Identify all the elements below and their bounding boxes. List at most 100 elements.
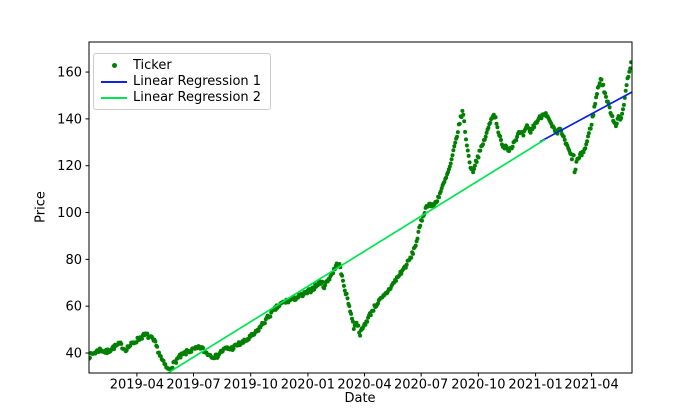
scatter-point: [340, 273, 345, 278]
scatter-point: [435, 199, 440, 204]
x-tick-label: 2019-10: [224, 378, 278, 393]
scatter-point: [562, 137, 567, 142]
scatter-point: [474, 160, 479, 164]
scatter-point: [455, 134, 459, 139]
scatter-point: [231, 346, 236, 351]
scatter-point: [569, 157, 574, 162]
scatter-point: [416, 229, 421, 234]
scatter-point: [438, 189, 443, 194]
y-tick-label: 160: [57, 66, 82, 81]
scatter-point: [461, 112, 466, 117]
legend-item: Linear Regression 1: [101, 74, 261, 89]
scatter-point: [437, 195, 441, 200]
scatter-point: [442, 179, 447, 184]
scatter-point: [478, 148, 483, 153]
scatter-point: [89, 355, 92, 360]
scatter-point: [449, 157, 454, 162]
scatter-point: [413, 243, 418, 248]
legend-line-marker-icon: [101, 80, 127, 83]
scatter-point: [153, 339, 158, 344]
scatter-point: [358, 333, 363, 338]
scatter-point: [472, 163, 477, 168]
scatter-point: [621, 102, 626, 107]
regression-line: [539, 91, 632, 143]
scatter-point: [320, 279, 325, 284]
scatter-point: [447, 164, 452, 169]
scatter-point: [628, 66, 632, 71]
x-tick-label: 2020-07: [394, 378, 448, 393]
scatter-point: [584, 142, 589, 147]
x-tick-label: 2019-04: [110, 378, 164, 393]
scatter-point: [515, 134, 520, 139]
scatter-point: [418, 223, 423, 228]
scatter-point: [589, 122, 594, 127]
scatter-point: [620, 111, 625, 116]
scatter-point: [337, 262, 342, 266]
scatter-point: [457, 121, 462, 126]
scatter-point: [161, 358, 166, 363]
legend-item: Linear Regression 2: [101, 90, 261, 105]
scatter-point: [607, 105, 612, 110]
scatter-point: [256, 328, 261, 333]
scatter-point: [629, 60, 632, 65]
scatter-point: [571, 153, 576, 158]
scatter-point: [371, 308, 376, 313]
scatter-point: [341, 283, 346, 288]
scatter-point: [466, 153, 471, 158]
scatter-point: [344, 291, 349, 296]
y-tick-label: 100: [57, 206, 82, 221]
line-icon: [101, 80, 127, 83]
scatter-point: [368, 313, 373, 318]
scatter-point: [510, 144, 515, 149]
scatter-point: [594, 95, 599, 100]
scatter-point: [484, 130, 489, 135]
legend-item: Ticker: [101, 58, 261, 73]
y-tick-label: 40: [65, 347, 82, 362]
scatter-point: [464, 143, 469, 148]
scatter-point: [626, 74, 631, 79]
scatter-point: [455, 130, 460, 135]
scatter-point: [472, 167, 476, 171]
x-axis-label: Date: [344, 391, 376, 406]
scatter-point: [399, 271, 404, 276]
scatter-point: [450, 153, 455, 158]
scatter-point: [483, 134, 488, 139]
scatter-point: [376, 301, 380, 306]
scatter-point: [351, 327, 356, 331]
x-tick-label: 2021-01: [508, 378, 562, 393]
scatter-point: [201, 346, 205, 350]
y-tick-label: 60: [65, 300, 82, 315]
scatter-point: [268, 314, 273, 319]
scatter-point: [599, 77, 604, 82]
scatter-point: [439, 186, 444, 191]
scatter-point: [119, 341, 124, 346]
legend-label: Linear Regression 1: [133, 74, 262, 89]
scatter-point: [350, 319, 355, 324]
scatter-point: [453, 140, 458, 145]
scatter-point: [623, 88, 628, 93]
y-tick-label: 140: [57, 112, 82, 127]
scatter-point: [145, 331, 150, 336]
scatter-point: [621, 107, 625, 112]
scatter-point: [305, 291, 310, 296]
plot-border: [88, 41, 633, 374]
scatter-point: [586, 131, 591, 136]
scatter-point: [514, 138, 519, 143]
scatter-point: [451, 148, 456, 153]
legend-label: Ticker: [133, 58, 172, 73]
scatter-point: [157, 350, 161, 355]
regression-line-1: [539, 91, 632, 143]
scatter-point: [444, 175, 449, 180]
scatter-point: [163, 362, 168, 367]
dot-icon: [111, 63, 117, 68]
scatter-point: [158, 354, 163, 359]
scatter-point: [539, 116, 544, 121]
scatter-point: [140, 336, 144, 341]
y-axis-ticks: 40 60 80 100 120 140 160: [57, 66, 89, 362]
scatter-point: [561, 134, 566, 139]
scatter-point: [486, 125, 491, 130]
scatter-point: [588, 126, 593, 131]
scatter-point: [579, 153, 584, 158]
